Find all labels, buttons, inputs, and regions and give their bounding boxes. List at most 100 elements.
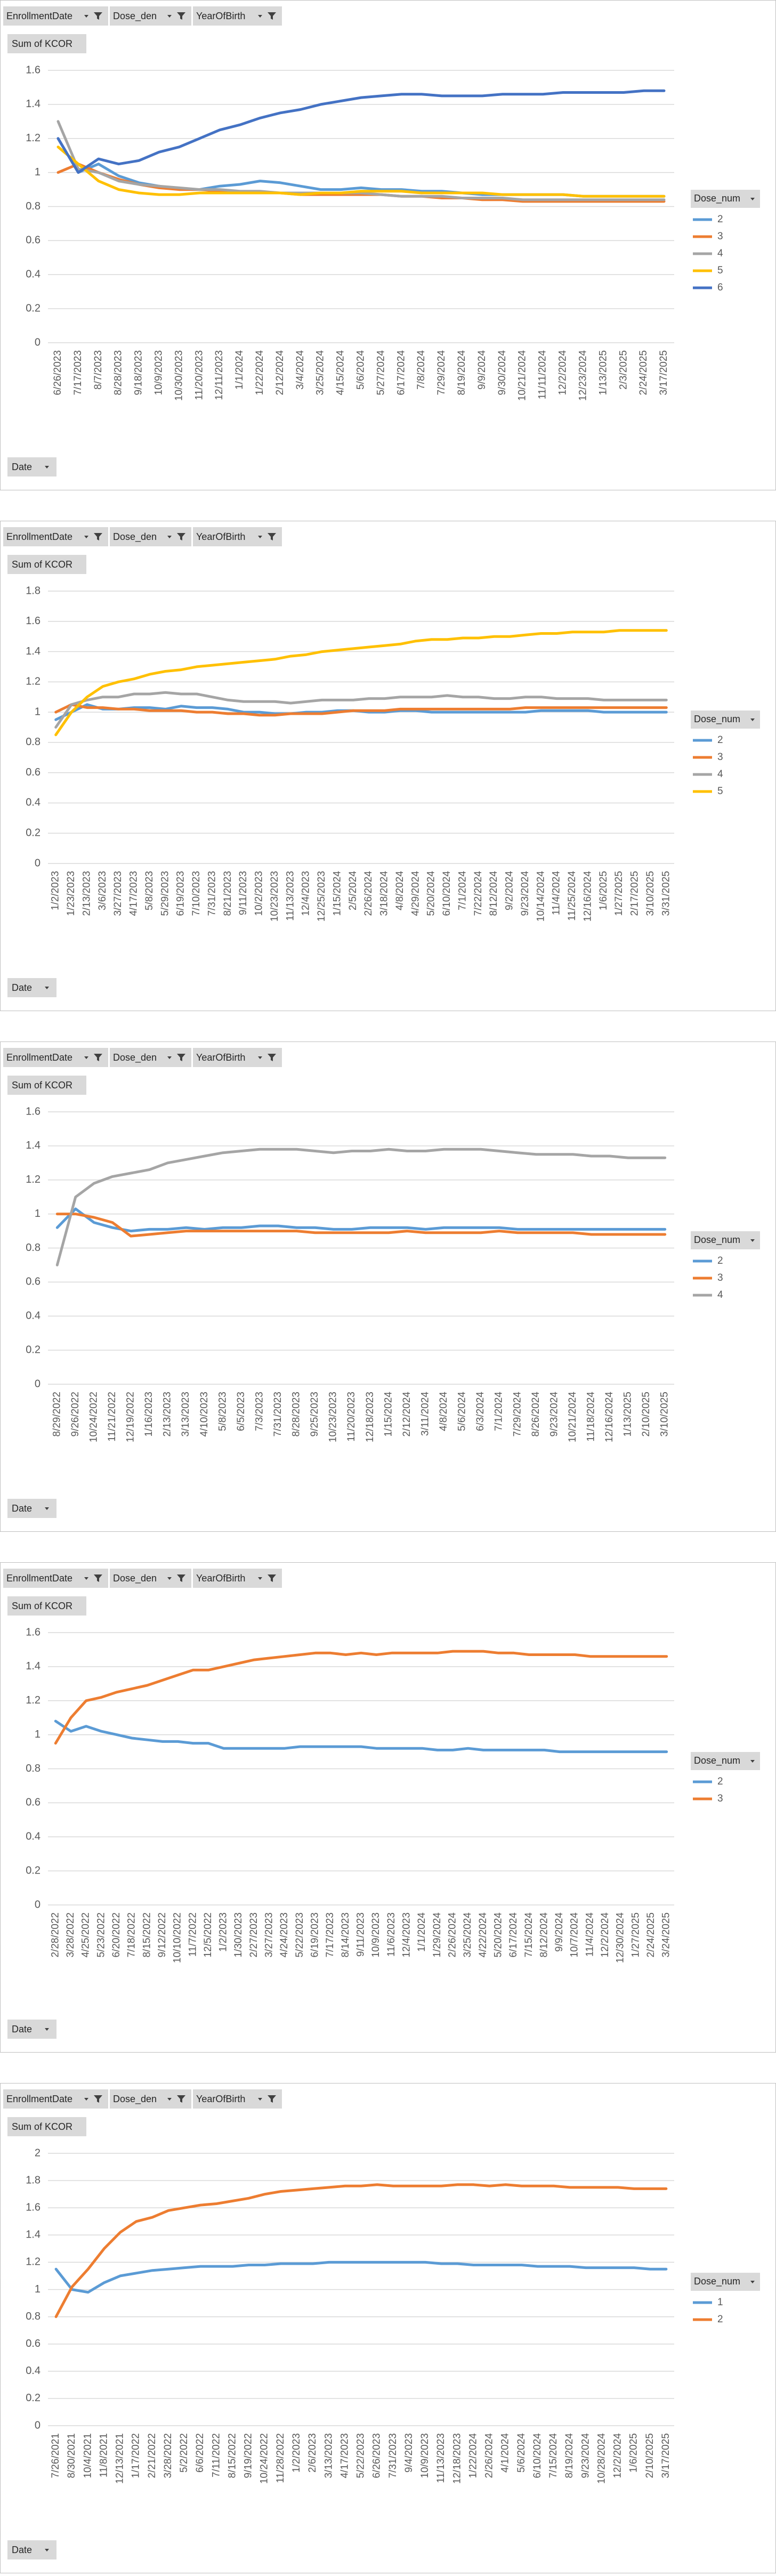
y-tick-label: 0.2 xyxy=(26,1344,41,1355)
filter-button[interactable]: YearOfBirth xyxy=(193,1048,282,1067)
x-tick-label: 12/4/2023 xyxy=(401,1912,412,1958)
axis-field-button[interactable]: Date xyxy=(7,2540,56,2559)
filter-button[interactable]: EnrollmentDate xyxy=(3,1048,108,1067)
legend-title: Dose_num xyxy=(694,2276,740,2287)
x-tick-label: 4/10/2023 xyxy=(199,1392,210,1437)
x-tick-label: 7/11/2022 xyxy=(211,2433,222,2477)
x-tick-label: 2/21/2022 xyxy=(147,2433,158,2478)
dropdown-arrow xyxy=(84,536,88,538)
x-tick-label: 4/17/2023 xyxy=(339,2433,350,2478)
filter-button[interactable]: Dose_den xyxy=(110,6,191,26)
legend-title: Dose_num xyxy=(694,1234,740,1246)
y-tick-label: 0.6 xyxy=(26,1797,41,1808)
x-tick-label: 5/2/2022 xyxy=(179,2433,190,2473)
axis-field-button[interactable]: Date xyxy=(7,1499,56,1518)
dropdown-arrow xyxy=(167,2098,172,2101)
panel-frame xyxy=(0,521,776,1011)
filter-button[interactable]: YearOfBirth xyxy=(193,527,282,546)
x-tick-label: 1/15/2024 xyxy=(383,1392,394,1437)
y-tick-label: 0.6 xyxy=(26,1276,41,1288)
x-tick-label: 6/17/2024 xyxy=(395,350,407,395)
x-tick-label: 11/7/2022 xyxy=(187,1912,198,1957)
x-tick-label: 9/18/2023 xyxy=(133,350,144,395)
x-tick-label: 7/29/2024 xyxy=(436,350,447,395)
filter-button[interactable]: YearOfBirth xyxy=(193,2089,282,2109)
filter-label: YearOfBirth xyxy=(196,2094,245,2104)
filter-button[interactable]: YearOfBirth xyxy=(193,6,282,26)
y-tick-label: 0.2 xyxy=(26,302,41,314)
x-tick-label: 2/28/2022 xyxy=(50,1912,61,1958)
x-tick-label: 8/12/2024 xyxy=(538,1912,549,1958)
y-tick-label: 1 xyxy=(35,706,41,717)
axis-field-label: Date xyxy=(12,982,32,993)
x-tick-label: 3/6/2023 xyxy=(97,871,108,910)
y-tick-label: 1.6 xyxy=(26,1105,41,1117)
filter-button[interactable]: EnrollmentDate xyxy=(3,1569,108,1588)
filter-button[interactable]: YearOfBirth xyxy=(193,1569,282,1588)
series-line xyxy=(56,120,666,201)
x-tick-label: 2/27/2023 xyxy=(248,1912,260,1958)
value-field-label: Sum of KCOR xyxy=(12,38,72,49)
y-tick-label: 0.6 xyxy=(26,235,41,246)
x-tick-label: 12/23/2024 xyxy=(577,350,588,401)
axis-field-bg xyxy=(7,2020,56,2039)
filter-button[interactable]: EnrollmentDate xyxy=(3,2089,108,2109)
x-tick-label: 11/13/2023 xyxy=(435,2433,447,2483)
x-tick-label: 1/30/2023 xyxy=(233,1912,244,1958)
filter-button[interactable]: Dose_den xyxy=(110,527,191,546)
x-tick-label: 10/23/2023 xyxy=(269,871,280,922)
x-tick-label: 2/12/2024 xyxy=(401,1392,413,1437)
x-tick-label: 6/5/2023 xyxy=(236,1392,247,1431)
y-tick-label: 1.4 xyxy=(26,98,41,110)
legend-label: 2 xyxy=(717,214,723,225)
axis-field-bg xyxy=(7,1499,56,1518)
x-tick-label: 12/18/2023 xyxy=(365,1392,376,1442)
value-field-label: Sum of KCOR xyxy=(12,1601,72,1611)
chart-panel: EnrollmentDate Dose_den YearOfBirth Sum of … xyxy=(0,2083,776,2573)
dropdown-arrow xyxy=(45,987,49,989)
axis-field-button[interactable]: Date xyxy=(7,978,56,997)
x-tick-label: 7/31/2023 xyxy=(387,2433,399,2478)
x-tick-label: 4/22/2024 xyxy=(478,1912,489,1958)
y-tick-label: 0 xyxy=(35,1899,41,1910)
x-tick-label: 12/16/2024 xyxy=(582,871,593,922)
x-tick-label: 10/4/2021 xyxy=(82,2433,93,2478)
y-tick-label: 1.6 xyxy=(26,2201,41,2213)
x-tick-label: 11/20/2023 xyxy=(193,350,205,400)
x-tick-label: 7/1/2024 xyxy=(457,871,468,910)
series-line xyxy=(54,1719,668,1754)
y-tick-label: 0 xyxy=(35,336,41,348)
filter-button[interactable]: EnrollmentDate xyxy=(3,527,108,546)
chart-panel: EnrollmentDate Dose_den YearOfBirth Sum of … xyxy=(0,521,776,1011)
filter-label: YearOfBirth xyxy=(196,11,245,21)
x-tick-label: 4/29/2024 xyxy=(410,871,421,916)
x-tick-label: 3/11/2024 xyxy=(419,1392,431,1436)
axis-field-button[interactable]: Date xyxy=(7,457,56,477)
filter-label: Dose_den xyxy=(113,1052,157,1063)
x-tick-label: 3/24/2025 xyxy=(661,1912,672,1958)
y-tick-label: 1.2 xyxy=(26,2256,41,2268)
x-tick-label: 3/17/2025 xyxy=(660,2433,672,2478)
dropdown-arrow xyxy=(45,2028,49,2031)
y-tick-label: 0.8 xyxy=(26,200,41,212)
x-tick-label: 9/26/2022 xyxy=(70,1392,81,1437)
x-tick-label: 2/3/2025 xyxy=(618,350,629,390)
filter-button-bg xyxy=(110,1569,191,1588)
axis-field-button[interactable]: Date xyxy=(7,2020,56,2039)
filter-button[interactable]: Dose_den xyxy=(110,2089,191,2109)
y-tick-label: 1.6 xyxy=(26,1626,41,1638)
filter-button-bg xyxy=(193,6,282,26)
filter-button[interactable]: Dose_den xyxy=(110,1048,191,1067)
x-tick-label: 11/18/2024 xyxy=(586,1392,597,1442)
filter-button-bg xyxy=(3,2089,108,2109)
filter-icon xyxy=(177,2095,185,2103)
filter-icon xyxy=(94,2095,102,2103)
y-tick-label: 0.8 xyxy=(26,1763,41,1774)
y-tick-label: 0.8 xyxy=(26,736,41,748)
axis-field-label: Date xyxy=(12,2024,32,2034)
x-tick-label: 9/25/2023 xyxy=(309,1392,320,1437)
filter-button[interactable]: Dose_den xyxy=(110,1569,191,1588)
filter-button[interactable]: EnrollmentDate xyxy=(3,6,108,26)
panel-frame xyxy=(0,2083,776,2573)
x-tick-label: 8/12/2024 xyxy=(488,871,499,916)
